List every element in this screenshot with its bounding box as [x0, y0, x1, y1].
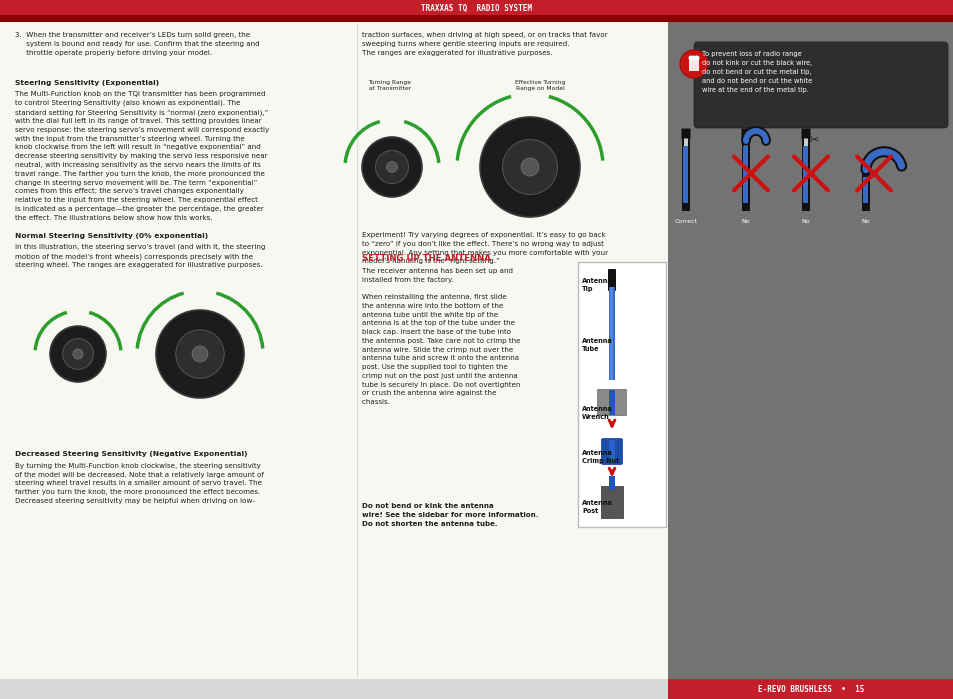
Bar — [802, 146, 807, 203]
Text: TRAXXAS TQ  RADIO SYSTEM: TRAXXAS TQ RADIO SYSTEM — [421, 3, 532, 13]
Text: The Multi-Function knob on the TQi transmitter has been programmed
to control St: The Multi-Function knob on the TQi trans… — [15, 91, 269, 220]
FancyBboxPatch shape — [607, 269, 616, 291]
Text: Antenna
Crimp Nut: Antenna Crimp Nut — [581, 450, 618, 464]
Bar — [667, 22, 953, 679]
Bar — [741, 136, 749, 211]
Text: To prevent loss of radio range
do not kink or cut the black wire,
do not bend or: To prevent loss of radio range do not ki… — [701, 51, 811, 93]
Text: Antenna
Post: Antenna Post — [581, 500, 612, 514]
Bar — [688, 58, 699, 71]
Bar — [608, 440, 615, 463]
Circle shape — [175, 330, 224, 378]
Bar — [683, 137, 687, 146]
Circle shape — [688, 55, 693, 61]
Text: Correct: Correct — [674, 219, 697, 224]
Bar — [608, 476, 615, 490]
Text: E-REVO BRUSHLESS  •  15: E-REVO BRUSHLESS • 15 — [757, 684, 863, 693]
Bar — [681, 136, 689, 211]
Bar — [610, 287, 613, 380]
Text: traction surfaces, when driving at high speed, or on tracks that favor
sweeping : traction surfaces, when driving at high … — [361, 32, 607, 55]
Circle shape — [520, 158, 538, 176]
Text: By turning the Multi-Function knob clockwise, the steering sensitivity
of the mo: By turning the Multi-Function knob clock… — [15, 463, 264, 504]
Text: SETTING UP THE ANTENNA: SETTING UP THE ANTENNA — [361, 254, 491, 263]
FancyBboxPatch shape — [680, 129, 690, 138]
Circle shape — [156, 310, 244, 398]
Bar — [862, 170, 869, 211]
Text: Antenna
Tube: Antenna Tube — [581, 338, 612, 352]
Bar — [803, 137, 807, 146]
Bar — [743, 137, 747, 146]
Bar — [682, 146, 688, 203]
Circle shape — [386, 161, 397, 173]
Text: The receiver antenna has been set up and
installed from the factory.

When reins: The receiver antenna has been set up and… — [361, 268, 520, 405]
Bar — [742, 146, 748, 203]
FancyBboxPatch shape — [693, 42, 947, 128]
Circle shape — [679, 50, 707, 78]
Bar — [0, 679, 667, 699]
FancyBboxPatch shape — [578, 262, 665, 527]
Text: No: No — [740, 219, 749, 224]
Text: Antenna
Wrench: Antenna Wrench — [581, 406, 612, 420]
Bar — [600, 486, 622, 518]
Bar — [801, 136, 809, 211]
Bar — [608, 287, 615, 380]
Bar — [667, 679, 953, 699]
Text: Turning Range
at Transmitter: Turning Range at Transmitter — [368, 80, 411, 91]
Text: Steering Sensitivity (Exponential): Steering Sensitivity (Exponential) — [15, 80, 159, 86]
Text: Decreased Steering Sensitivity (Negative Exponential): Decreased Steering Sensitivity (Negative… — [15, 451, 247, 457]
Circle shape — [479, 117, 579, 217]
Circle shape — [72, 349, 83, 359]
Circle shape — [691, 55, 696, 61]
Circle shape — [63, 338, 93, 369]
Circle shape — [375, 150, 408, 184]
Bar — [0, 15, 953, 22]
Text: Experiment! Try varying degrees of exponential. It’s easy to go back
to “zero” i: Experiment! Try varying degrees of expon… — [361, 232, 607, 264]
FancyBboxPatch shape — [601, 438, 622, 465]
FancyBboxPatch shape — [801, 129, 810, 138]
Text: In this illustration, the steering servo’s travel (and with it, the steering
mot: In this illustration, the steering servo… — [15, 244, 265, 268]
Text: ✂: ✂ — [808, 134, 819, 147]
Bar — [0, 0, 953, 22]
Bar — [608, 390, 615, 415]
Bar — [862, 178, 867, 203]
FancyBboxPatch shape — [740, 129, 750, 138]
Circle shape — [192, 346, 208, 362]
Text: 3.  When the transmitter and receiver’s LEDs turn solid green, the
     system i: 3. When the transmitter and receiver’s L… — [15, 32, 259, 55]
Text: No: No — [861, 219, 869, 224]
Circle shape — [694, 55, 699, 61]
Text: Normal Steering Sensitivity (0% exponential): Normal Steering Sensitivity (0% exponent… — [15, 233, 208, 239]
Bar — [0, 22, 667, 679]
Circle shape — [502, 140, 557, 194]
Text: Antenna
Tip: Antenna Tip — [581, 278, 612, 292]
Text: Do not bend or kink the antenna
wire! See the sidebar for more information.
Do n: Do not bend or kink the antenna wire! Se… — [361, 503, 537, 526]
Circle shape — [361, 137, 421, 197]
Text: Effective Turning
Range on Model: Effective Turning Range on Model — [515, 80, 564, 91]
FancyBboxPatch shape — [597, 389, 626, 415]
Circle shape — [50, 326, 106, 382]
Text: No: No — [801, 219, 809, 224]
